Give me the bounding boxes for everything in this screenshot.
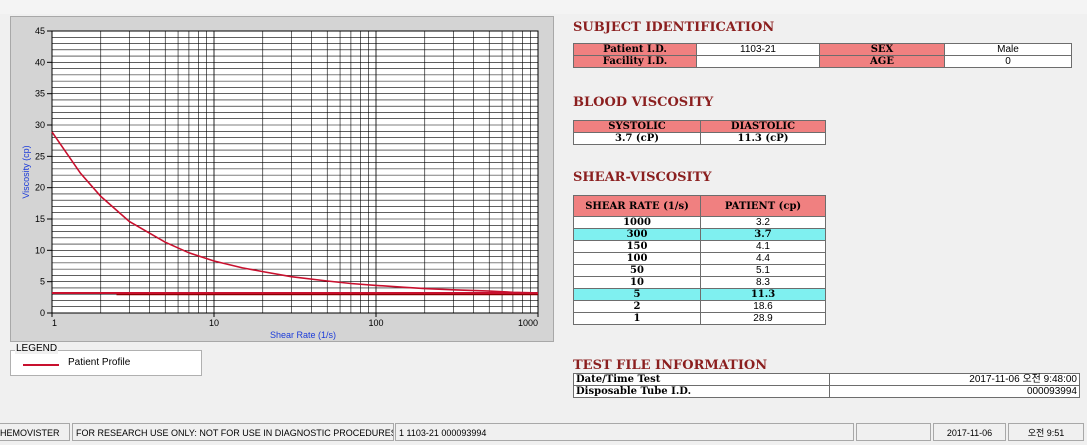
shear-rate-cell: 150 [573, 240, 701, 253]
y-tick-label: 10 [35, 245, 45, 255]
y-tick-label: 40 [35, 57, 45, 67]
shear-row: 1000 3.2 [573, 216, 826, 229]
shear-rate-cell: 100 [573, 252, 701, 265]
patient-cp-cell: 4.1 [700, 240, 826, 253]
patient-cp-header: PATIENT (cp) [700, 195, 826, 217]
status-file-info: 1 1103-21 000093994 [395, 423, 854, 441]
shear-rate-cell: 1 [573, 312, 701, 325]
shear-rate-cell: 2 [573, 300, 701, 313]
test-file-table: Date/Time Test 2017-11-06 오전 9:48:00 Dis… [573, 373, 1080, 398]
patient-cp-cell: 4.4 [700, 252, 826, 265]
shear-rate-cell: 300 [573, 228, 701, 241]
diastolic-value: 11.3 (cP) [700, 132, 826, 145]
shear-row: 1 28.9 [573, 312, 826, 325]
shear-row: 150 4.1 [573, 240, 826, 253]
facility-id-label: Facility I.D. [573, 55, 697, 68]
y-tick-label: 45 [35, 26, 45, 36]
patient-cp-cell: 11.3 [700, 288, 826, 301]
facility-id-value [696, 55, 820, 68]
blood-viscosity-table: SYSTOLIC DIASTOLIC 3.7 (cP) 11.3 (cP) [573, 120, 826, 145]
y-tick-label: 0 [40, 308, 45, 318]
y-tick-label: 5 [40, 277, 45, 287]
status-date: 2017-11-06 [933, 423, 1006, 441]
y-tick-label: 15 [35, 214, 45, 224]
shear-row: 50 5.1 [573, 264, 826, 277]
patient-id-label: Patient I.D. [573, 43, 697, 56]
legend-swatch [23, 364, 59, 366]
series-line-patient-profile [51, 131, 539, 294]
status-empty [856, 423, 931, 441]
legend-title: LEGEND [15, 343, 59, 354]
diastolic-label: DIASTOLIC [700, 120, 826, 133]
shear-rate-cell: 10 [573, 276, 701, 289]
legend-item-label: Patient Profile [68, 357, 131, 368]
subject-table: Patient I.D. 1103-21 SEX Male Facility I… [573, 43, 1072, 68]
y-tick-label: 30 [35, 120, 45, 130]
shear-row: 300 3.7 [573, 228, 826, 241]
sex-value: Male [944, 43, 1072, 56]
sex-label: SEX [819, 43, 945, 56]
plot-area [51, 30, 539, 314]
tube-id-label: Disposable Tube I.D. [573, 385, 830, 398]
x-tick-label: 10 [209, 318, 219, 328]
x-tick-label: 1000 [518, 318, 538, 328]
age-value: 0 [944, 55, 1072, 68]
datetime-value: 2017-11-06 오전 9:48:00 [829, 373, 1080, 386]
shear-row: 2 18.6 [573, 300, 826, 313]
shear-rate-cell: 5 [573, 288, 701, 301]
patient-cp-cell: 5.1 [700, 264, 826, 277]
viscosity-chart: 0 5 10 15 20 25 30 35 40 45 1 10 100 1000 Shear Rate (… [10, 16, 554, 342]
shear-row: 10 8.3 [573, 276, 826, 289]
patient-id-value: 1103-21 [696, 43, 820, 56]
datetime-label: Date/Time Test [573, 373, 830, 386]
y-tick-label: 20 [35, 183, 45, 193]
test-file-title: TEST FILE INFORMATION [573, 358, 768, 373]
legend-box: LEGEND Patient Profile [10, 343, 202, 376]
top-strip [0, 0, 1087, 14]
patient-cp-cell: 8.3 [700, 276, 826, 289]
status-bar: HEMOVISTER FOR RESEARCH USE ONLY: NOT FO… [0, 420, 1087, 445]
x-axis-label: Shear Rate (1/s) [270, 330, 336, 340]
shear-rate-header: SHEAR RATE (1/s) [573, 195, 701, 217]
shear-viscosity-title: SHEAR-VISCOSITY [573, 170, 712, 185]
y-tick-label: 25 [35, 151, 45, 161]
age-label: AGE [819, 55, 945, 68]
patient-cp-cell: 28.9 [700, 312, 826, 325]
patient-cp-cell: 3.7 [700, 228, 826, 241]
shear-viscosity-table: SHEAR RATE (1/s) PATIENT (cp) 1000 3.2 300… [573, 195, 826, 325]
status-notice: FOR RESEARCH USE ONLY: NOT FOR USE IN DI… [72, 423, 394, 441]
shear-row: 5 11.3 [573, 288, 826, 301]
shear-rate-cell: 1000 [573, 216, 701, 229]
x-tick-label: 1 [52, 318, 57, 328]
y-axis-label: Viscosity (cp) [21, 145, 31, 198]
patient-cp-cell: 18.6 [700, 300, 826, 313]
systolic-label: SYSTOLIC [573, 120, 701, 133]
patient-cp-cell: 3.2 [700, 216, 826, 229]
x-tick-label: 100 [368, 318, 383, 328]
status-app-name: HEMOVISTER [0, 423, 70, 441]
systolic-value: 3.7 (cP) [573, 132, 701, 145]
shear-rate-cell: 50 [573, 264, 701, 277]
chart-svg: 0 5 10 15 20 25 30 35 40 45 1 10 100 1000 Shear Rate (… [21, 26, 539, 340]
blood-viscosity-title: BLOOD VISCOSITY [573, 95, 714, 110]
y-tick-label: 35 [35, 89, 45, 99]
tube-id-value: 000093994 [829, 385, 1080, 398]
status-time: 오전 9:51 [1008, 423, 1084, 441]
shear-row: 100 4.4 [573, 252, 826, 265]
subject-section-title: SUBJECT IDENTIFICATION [573, 20, 775, 35]
